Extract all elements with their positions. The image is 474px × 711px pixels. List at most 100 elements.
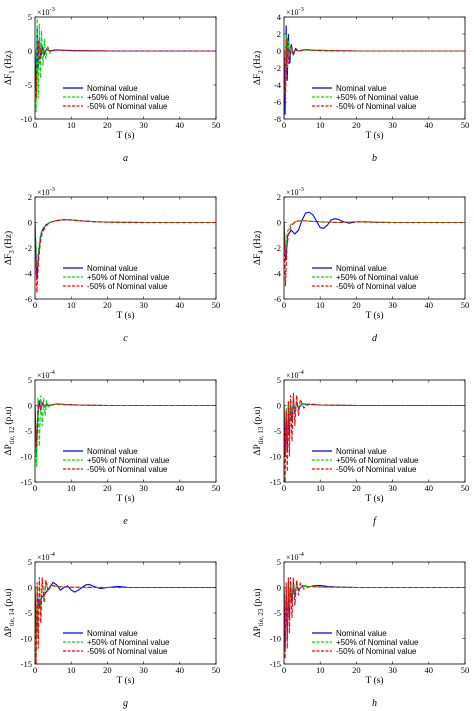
legend-entry: +50% of Nominal value bbox=[336, 273, 419, 282]
x-tick-label: 20 bbox=[352, 483, 361, 493]
y-tick-label: -5 bbox=[274, 608, 281, 618]
y-axis-label: ΔPtie, 23(p.u) bbox=[252, 588, 265, 637]
legend-entry: Nominal value bbox=[336, 84, 387, 93]
x-tick-label: 20 bbox=[103, 483, 112, 493]
multiplier-label: ×10-4 bbox=[37, 551, 56, 562]
legend-entry: Nominal value bbox=[87, 84, 138, 93]
series-group bbox=[284, 211, 465, 287]
multiplier-label: ×10-3 bbox=[286, 186, 304, 197]
multiplier-label: ×10-3 bbox=[37, 186, 55, 197]
multiplier-label: ×10-4 bbox=[37, 369, 56, 380]
x-tick-label: 20 bbox=[352, 300, 361, 310]
y-tick-label: 5 bbox=[277, 557, 281, 567]
series-line-nominal bbox=[35, 27, 216, 92]
y-tick-label: -15 bbox=[270, 659, 281, 669]
series-line-plus50 bbox=[284, 583, 465, 634]
series-group bbox=[284, 392, 465, 482]
x-tick-label: 0 bbox=[33, 665, 37, 675]
x-tick-label: 30 bbox=[139, 665, 148, 675]
y-tick-label: 0 bbox=[277, 401, 281, 411]
series-line-minus50 bbox=[284, 577, 465, 659]
legend-entry: +50% of Nominal value bbox=[87, 638, 170, 647]
y-tick-label: 4 bbox=[277, 12, 282, 22]
y-tick-label: -5 bbox=[25, 608, 32, 618]
y-tick-label: -15 bbox=[21, 477, 32, 487]
legend-entry: +50% of Nominal value bbox=[336, 93, 419, 102]
x-tick-label: 10 bbox=[316, 483, 325, 493]
panel-label: d bbox=[372, 333, 378, 344]
panel-label: h bbox=[372, 698, 377, 709]
y-tick-label: -5 bbox=[25, 80, 32, 90]
x-tick-label: 30 bbox=[388, 665, 397, 675]
y-tick-label: -2 bbox=[25, 243, 32, 253]
x-tick-label: 0 bbox=[282, 120, 286, 130]
y-axis-label: ΔF1(Hz) bbox=[3, 51, 16, 85]
series-line-plus50 bbox=[284, 33, 465, 94]
legend-entry: Nominal value bbox=[87, 447, 138, 456]
y-tick-label: 0 bbox=[277, 46, 281, 56]
plot-frame bbox=[34, 379, 217, 483]
x-tick-label: 50 bbox=[461, 120, 470, 130]
x-tick-label: 20 bbox=[103, 120, 112, 130]
series-group bbox=[35, 18, 216, 113]
series-line-plus50 bbox=[284, 220, 465, 255]
legend-entry: Nominal value bbox=[336, 264, 387, 273]
y-tick-label: -15 bbox=[270, 477, 281, 487]
panel-label: a bbox=[123, 153, 128, 164]
x-axis-label: T (s) bbox=[365, 675, 383, 686]
legend-entry: +50% of Nominal value bbox=[87, 273, 170, 282]
x-tick-label: 0 bbox=[282, 665, 286, 675]
legend-entry: +50% of Nominal value bbox=[87, 93, 170, 102]
y-tick-label: 0 bbox=[28, 401, 32, 411]
x-tick-label: 40 bbox=[176, 120, 185, 130]
y-tick-label: -6 bbox=[274, 97, 281, 107]
y-tick-label: -10 bbox=[270, 634, 281, 644]
x-tick-label: 40 bbox=[425, 300, 434, 310]
x-tick-label: 40 bbox=[425, 120, 434, 130]
x-tick-label: 40 bbox=[176, 483, 185, 493]
legend-entry: +50% of Nominal value bbox=[336, 456, 419, 465]
x-tick-label: 40 bbox=[176, 300, 185, 310]
y-tick-label: -6 bbox=[25, 294, 32, 304]
x-tick-label: 0 bbox=[33, 300, 37, 310]
series-line-minus50 bbox=[35, 577, 216, 664]
y-axis-label: ΔF3(Hz) bbox=[3, 231, 16, 265]
y-tick-label: -4 bbox=[25, 269, 33, 279]
y-tick-label: -15 bbox=[21, 659, 32, 669]
x-tick-label: 50 bbox=[212, 300, 221, 310]
x-tick-label: 30 bbox=[388, 300, 397, 310]
y-tick-label: 0 bbox=[277, 583, 281, 593]
x-tick-label: 50 bbox=[461, 665, 470, 675]
legend-entry: -50% of Nominal value bbox=[87, 647, 168, 656]
panel-label: g bbox=[123, 698, 128, 709]
y-tick-label: 5 bbox=[28, 12, 32, 22]
y-tick-label: -5 bbox=[25, 426, 32, 436]
multiplier-label: ×10-3 bbox=[37, 6, 55, 17]
y-tick-label: -5 bbox=[274, 426, 281, 436]
legend-entry: -50% of Nominal value bbox=[87, 282, 168, 291]
y-tick-label: 2 bbox=[277, 192, 281, 202]
y-axis-label: ΔPtie, 12(p.u) bbox=[3, 406, 16, 455]
x-tick-label: 30 bbox=[139, 483, 148, 493]
legend-entry: +50% of Nominal value bbox=[87, 456, 170, 465]
series-line-minus50 bbox=[35, 40, 216, 99]
plot-frame bbox=[283, 16, 466, 120]
y-tick-label: 5 bbox=[277, 375, 281, 385]
x-axis-label: T (s) bbox=[365, 310, 383, 321]
x-tick-label: 50 bbox=[461, 300, 470, 310]
y-axis-label: ΔPtie, 13(p.u) bbox=[252, 406, 265, 455]
y-tick-label: -2 bbox=[274, 243, 281, 253]
x-tick-label: 10 bbox=[316, 665, 325, 675]
legend-entry: -50% of Nominal value bbox=[87, 102, 168, 111]
y-tick-label: -10 bbox=[270, 452, 281, 462]
legend-entry: Nominal value bbox=[336, 447, 387, 456]
x-tick-label: 0 bbox=[282, 483, 286, 493]
series-group bbox=[35, 577, 216, 664]
x-tick-label: 10 bbox=[67, 300, 76, 310]
y-tick-label: 2 bbox=[277, 29, 281, 39]
x-tick-label: 20 bbox=[352, 665, 361, 675]
